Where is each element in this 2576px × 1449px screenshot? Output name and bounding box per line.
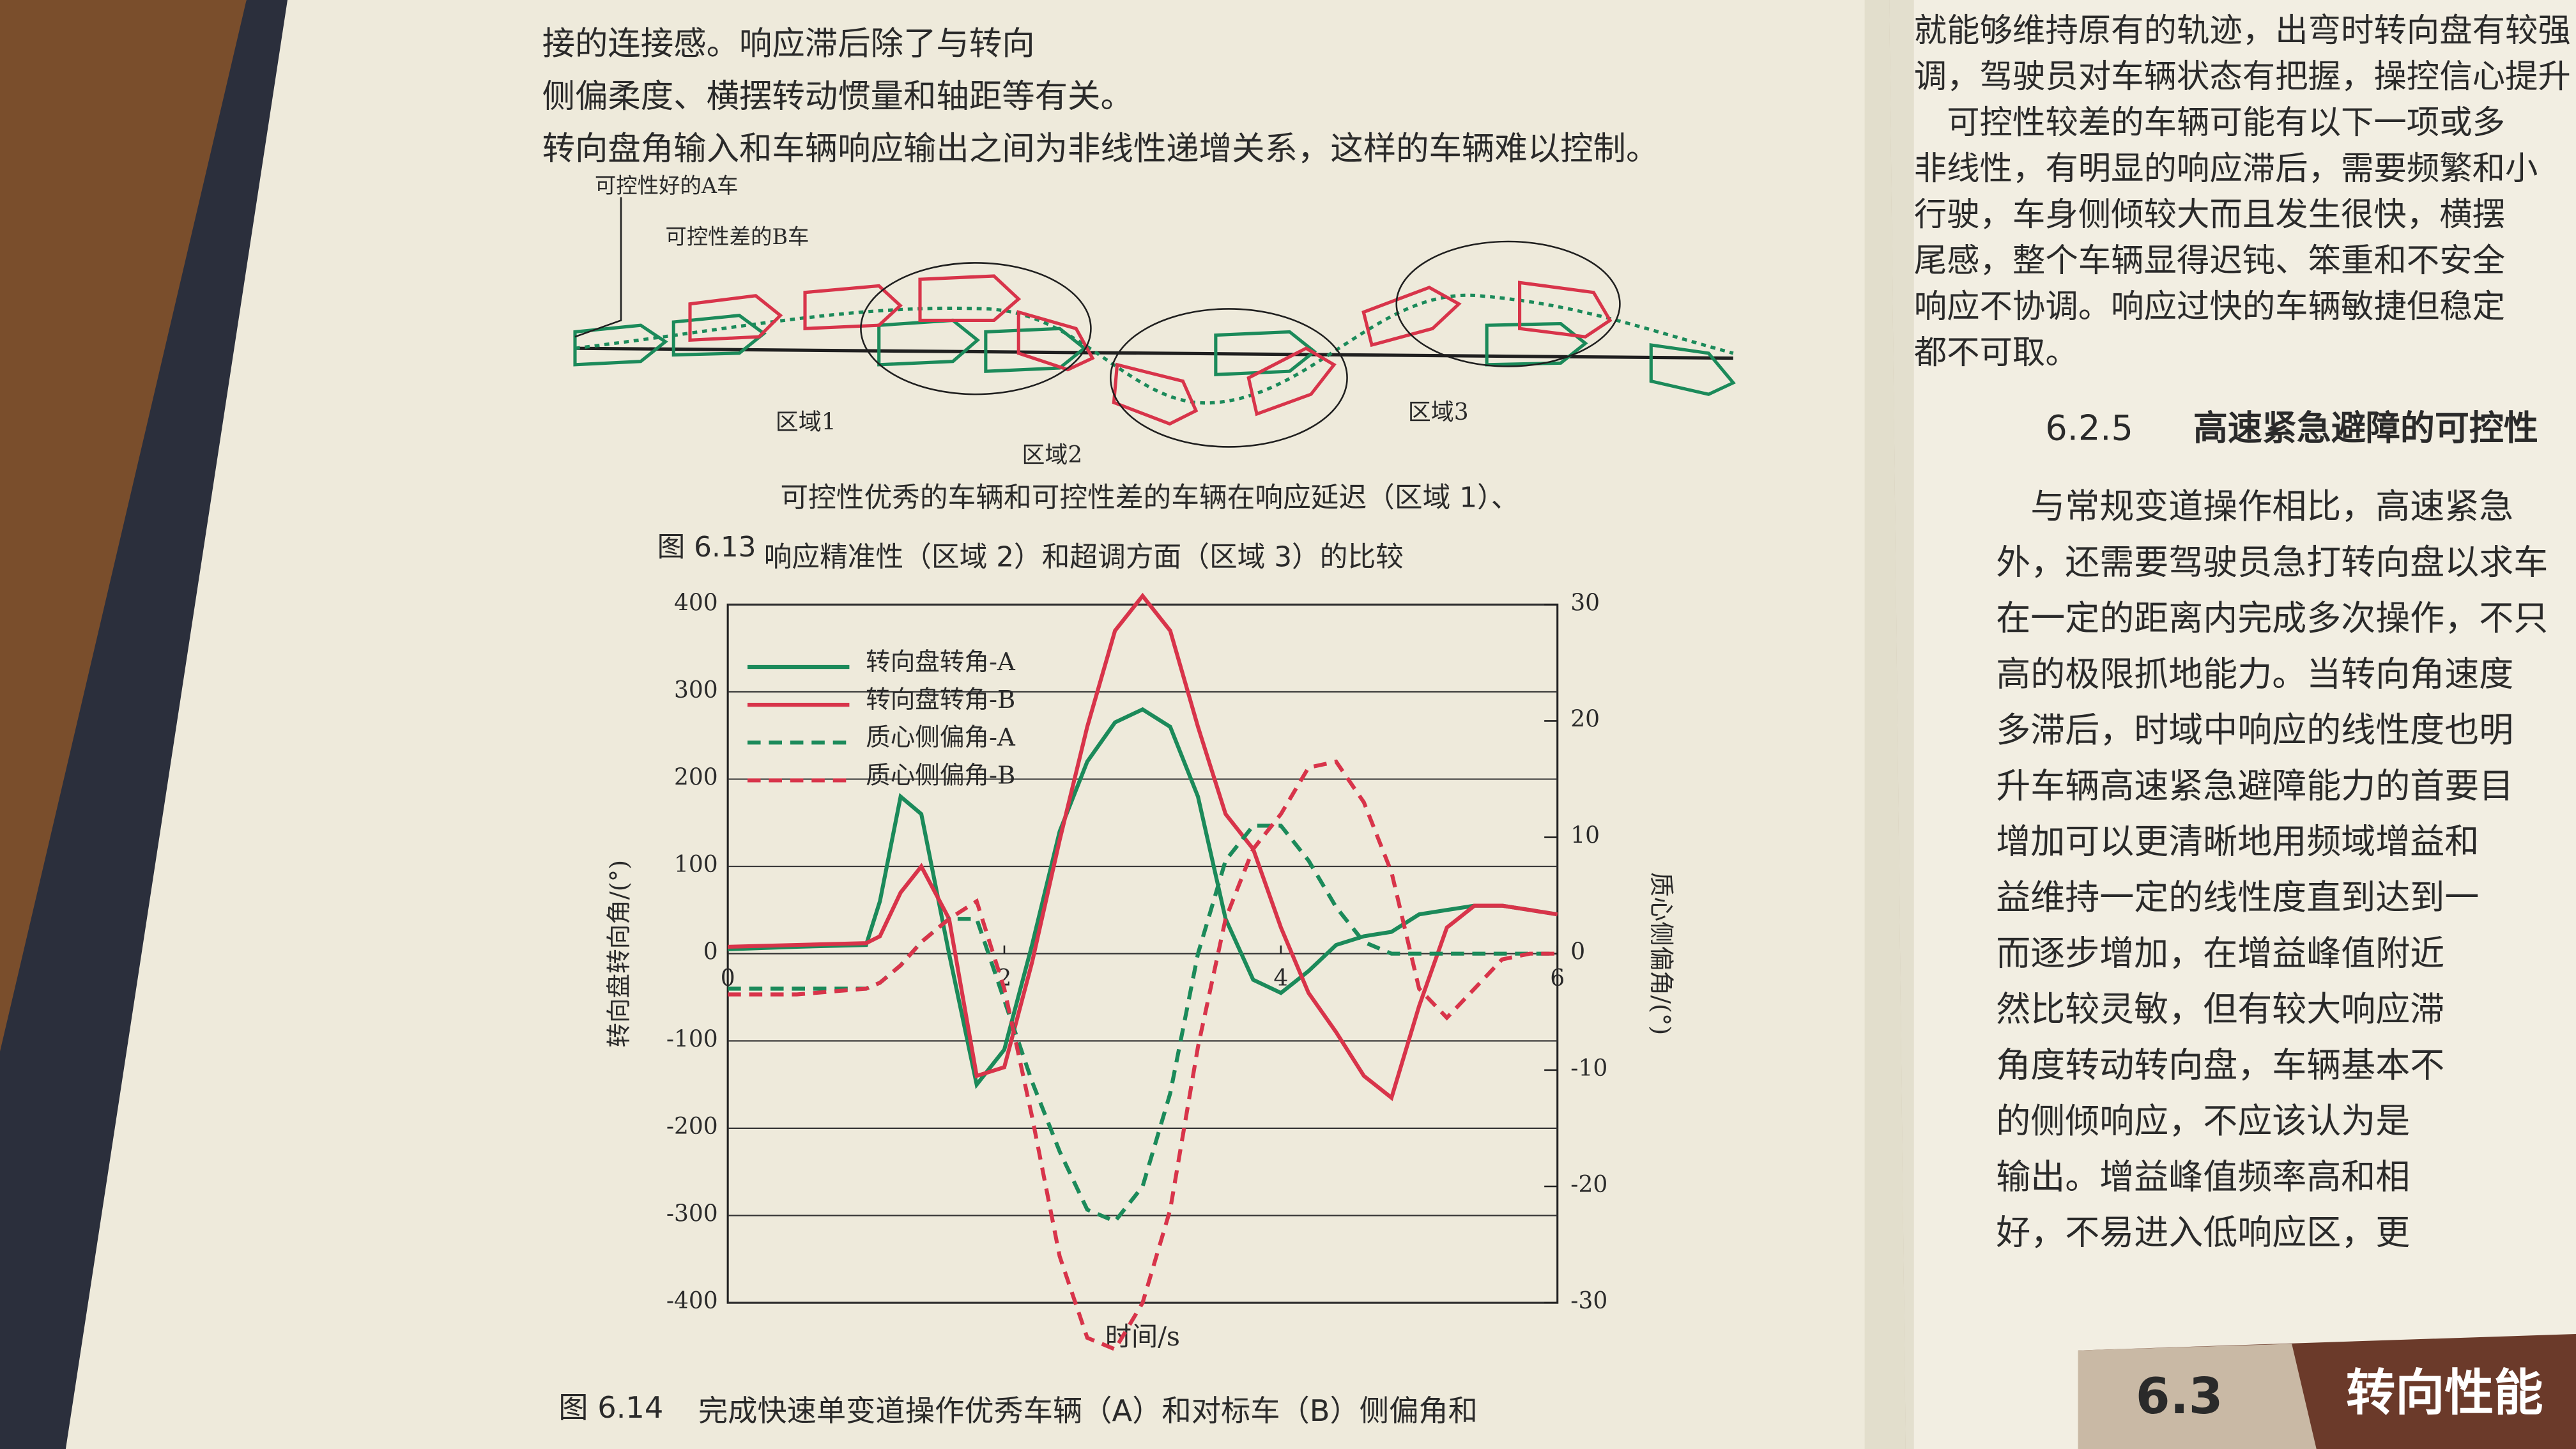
legend-label: 转向盘转角-B: [866, 686, 1015, 714]
right-page: [1889, 0, 2576, 1449]
body-text: 非线性，有明显的响应滞后，需要频繁和小: [1914, 150, 2538, 188]
footer-title: 转向性能: [2346, 1365, 2543, 1422]
zone-label: 区域1: [776, 409, 836, 435]
series-line: [728, 707, 1558, 1089]
legend-label: 转向盘转角-A: [866, 648, 1016, 677]
book-cover: [0, 0, 288, 1449]
body-text: 接的连接感。响应滞后除了与转向: [542, 25, 1035, 63]
body-text: 转向盘角输入和车辆响应输出之间为非线性递增关系，这样的车辆难以控制。: [542, 130, 1659, 168]
path-b: [574, 293, 1734, 405]
body-text: 好，不易进入低响应区，更: [1996, 1213, 2410, 1253]
figure-number: 图 6.14: [558, 1390, 663, 1425]
label-a: 可控性好的A车: [595, 173, 739, 198]
body-text: 增加可以更清晰地用频域增益和: [1996, 822, 2479, 862]
series-line: [728, 592, 1558, 1101]
body-text: 高的极限抓地能力。当转向角速度: [1996, 654, 2513, 694]
y2-tick-label: 0: [1570, 939, 1585, 965]
zone-label: 区域3: [1408, 399, 1469, 425]
body-text: 与常规变道操作相比，高速紧急: [1996, 486, 2513, 526]
footer-tab: [2078, 1344, 2317, 1449]
body-text: 行驶，车身侧倾较大而且发生很快，横摆: [1914, 195, 2505, 234]
y2-tick-label: -20: [1570, 1172, 1607, 1198]
series-line: [728, 759, 1558, 1352]
y-tick-label: 200: [674, 765, 718, 791]
label-b: 可控性差的B车: [665, 224, 809, 249]
body-text: 可控性较差的车辆可能有以下一项或多: [1914, 103, 2505, 142]
y-tick-label: 300: [674, 677, 718, 703]
legend-label: 质心侧偏角-A: [866, 723, 1016, 752]
chart: 4003002001000-100-200-300-4003020100-10-…: [605, 590, 1675, 1352]
figure-caption: 响应精准性（区域 2）和超调方面（区域 3）的比较: [764, 540, 1404, 573]
figure-caption: 完成快速单变道操作优秀车辆（A）和对标车（B）侧偏角和: [698, 1393, 1478, 1428]
y-tick-label: 0: [703, 939, 718, 965]
body-text: 在一定的距离内完成多次操作，不只: [1996, 598, 2548, 638]
y-tick-label: -300: [666, 1201, 718, 1227]
body-text: 都不可取。: [1914, 334, 2078, 372]
x-tick-label: 4: [1273, 965, 1288, 992]
red-cars: [688, 274, 1613, 426]
path-a: [574, 346, 1733, 360]
body-text: 的侧倾响应，不应该认为是: [1996, 1101, 2410, 1141]
y2-tick-label: 20: [1570, 706, 1600, 732]
figure-number: 图 6.13: [657, 531, 756, 564]
body-text: 响应不协调。响应过快的车辆敏捷但稳定: [1914, 288, 2505, 326]
y-tick-label: -200: [666, 1114, 718, 1140]
x-axis-label: 时间/s: [1105, 1321, 1180, 1352]
body-text: 益维持一定的线性度直到达到一: [1996, 877, 2479, 917]
figure-caption: 可控性优秀的车辆和可控性差的车辆在响应延迟（区域 1）、: [780, 482, 1519, 514]
x-tick-label: 0: [721, 965, 735, 992]
left-page: [65, 0, 1906, 1449]
section-title: 高速紧急避障的可控性: [2193, 408, 2538, 448]
y2-tick-label: -10: [1570, 1055, 1607, 1082]
body-text: 调，驾驶员对车辆状态有把握，操控信心提升: [1914, 57, 2571, 96]
body-text: 多滞后，时域中响应的线性度也明: [1996, 710, 2513, 750]
footer-number: 6.3: [2136, 1368, 2223, 1425]
zone-label: 区域2: [1022, 442, 1082, 468]
body-text: 侧偏柔度、横摆转动惯量和轴距等有关。: [542, 77, 1133, 116]
y-tick-label: 400: [674, 590, 718, 616]
body-text: 尾感，整个车辆显得迟钝、笨重和不安全: [1914, 241, 2505, 280]
y2-axis-label: 质心侧偏角/(°): [1646, 872, 1675, 1035]
legend-label: 质心侧偏角-B: [866, 761, 1015, 790]
body-text: 而逐步增加，在增益峰值附近: [1996, 933, 2444, 974]
body-text: 升车辆高速紧急避障能力的首要目: [1996, 765, 2513, 806]
y-tick-label: -400: [666, 1288, 718, 1314]
zone-circles: [574, 197, 1621, 448]
body-text: 就能够维持原有的轨迹，出弯时转向盘有较强: [1914, 12, 2571, 50]
y2-tick-label: -30: [1570, 1288, 1607, 1314]
vehicle-diagram: [573, 197, 1736, 448]
y-tick-label: -100: [666, 1026, 718, 1052]
body-text: 然比较灵敏，但有较大响应滞: [1996, 989, 2444, 1029]
y2-tick-label: 10: [1570, 823, 1600, 849]
y2-tick-label: 30: [1570, 590, 1600, 616]
body-text: 输出。增益峰值频率高和相: [1996, 1156, 2410, 1197]
x-tick-label: 6: [1550, 965, 1565, 992]
y-axis-label: 转向盘转向角/(°): [605, 860, 634, 1048]
section-number: 6.2.5: [2045, 408, 2133, 448]
y-tick-label: 100: [674, 852, 718, 878]
body-text: 角度转动转向盘，车辆基本不: [1996, 1045, 2444, 1085]
gutter: [1864, 0, 1914, 1449]
body-text: 外，还需要驾驶员急打转向盘以求车: [1996, 542, 2548, 583]
